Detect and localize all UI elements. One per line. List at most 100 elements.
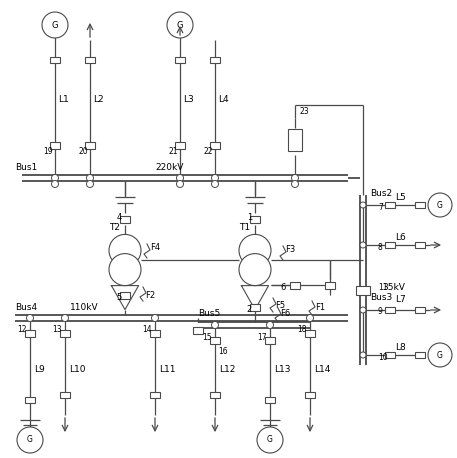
Bar	[250, 216, 260, 223]
Circle shape	[86, 180, 94, 187]
Text: L9: L9	[34, 365, 45, 375]
Text: Bus2: Bus2	[370, 189, 392, 197]
Circle shape	[428, 343, 452, 367]
Bar	[60, 392, 70, 398]
Text: L13: L13	[274, 365, 291, 375]
Circle shape	[266, 322, 273, 328]
Circle shape	[17, 427, 43, 453]
Text: 7: 7	[378, 202, 383, 212]
Text: L10: L10	[69, 365, 85, 375]
Bar	[325, 282, 335, 289]
Circle shape	[27, 315, 33, 322]
Circle shape	[212, 180, 218, 187]
Text: L12: L12	[219, 365, 235, 375]
Text: 4: 4	[117, 213, 122, 222]
Circle shape	[52, 180, 58, 187]
Bar	[85, 57, 95, 63]
Bar	[175, 142, 185, 148]
Text: L3: L3	[183, 96, 194, 104]
Text: L5: L5	[395, 192, 406, 202]
Text: 2: 2	[247, 305, 252, 315]
Text: F5: F5	[275, 300, 285, 310]
Circle shape	[52, 174, 58, 181]
Bar	[175, 57, 185, 63]
Text: 12: 12	[17, 326, 27, 334]
Text: 19: 19	[43, 147, 53, 157]
Bar	[385, 307, 395, 313]
Bar	[210, 57, 220, 63]
Circle shape	[239, 234, 271, 267]
Bar	[25, 397, 35, 403]
Bar	[415, 352, 425, 358]
Bar	[150, 329, 160, 337]
Circle shape	[360, 352, 366, 358]
Bar	[265, 337, 275, 344]
Text: F3: F3	[285, 245, 295, 255]
Circle shape	[307, 315, 314, 322]
Text: L8: L8	[395, 343, 406, 351]
Text: G: G	[177, 21, 183, 29]
Text: 35kV: 35kV	[382, 284, 405, 293]
Circle shape	[109, 234, 141, 267]
Bar	[385, 242, 395, 248]
Bar	[50, 57, 60, 63]
Text: 15: 15	[202, 333, 212, 342]
Circle shape	[212, 322, 218, 328]
Bar	[120, 216, 130, 223]
Text: L14: L14	[314, 365, 330, 375]
Circle shape	[360, 202, 366, 208]
Text: L7: L7	[395, 295, 406, 305]
Text: 22: 22	[203, 147, 213, 157]
Text: G: G	[267, 436, 273, 445]
Circle shape	[360, 242, 366, 248]
Circle shape	[212, 174, 218, 181]
Text: F4: F4	[150, 244, 160, 252]
Bar	[415, 242, 425, 248]
Text: 110kV: 110kV	[70, 302, 99, 311]
Circle shape	[109, 254, 141, 286]
Bar	[120, 291, 130, 299]
Text: 21: 21	[169, 147, 178, 157]
Circle shape	[42, 12, 68, 38]
Circle shape	[292, 174, 298, 181]
Text: 18: 18	[298, 326, 307, 334]
Circle shape	[428, 193, 452, 217]
Circle shape	[257, 427, 283, 453]
Text: G: G	[27, 436, 33, 445]
Text: T1: T1	[239, 223, 250, 231]
Text: 14: 14	[143, 326, 152, 334]
Circle shape	[176, 174, 184, 181]
Bar	[250, 304, 260, 311]
Bar	[60, 329, 70, 337]
Text: Bus5: Bus5	[198, 310, 220, 318]
Text: G: G	[437, 201, 443, 209]
Bar	[288, 129, 302, 151]
Text: Bus1: Bus1	[15, 163, 37, 171]
Text: 10: 10	[378, 353, 388, 361]
Bar	[305, 329, 315, 337]
Bar	[50, 142, 60, 148]
Bar	[265, 397, 275, 403]
Bar	[385, 202, 395, 208]
Text: L1: L1	[58, 96, 69, 104]
Text: 6: 6	[281, 284, 286, 293]
Text: 23: 23	[300, 108, 310, 116]
Text: G: G	[437, 350, 443, 360]
Circle shape	[292, 180, 298, 187]
Text: F1: F1	[315, 302, 325, 311]
Circle shape	[86, 174, 94, 181]
Text: 9: 9	[378, 307, 383, 316]
Text: 220kV: 220kV	[155, 163, 183, 171]
Text: 16: 16	[218, 348, 228, 356]
Text: 11: 11	[378, 284, 388, 293]
Bar	[193, 327, 203, 333]
Bar	[210, 392, 220, 398]
Bar	[385, 352, 395, 358]
Circle shape	[176, 180, 184, 187]
Bar	[415, 307, 425, 313]
Text: L6: L6	[395, 233, 406, 241]
Text: 8: 8	[378, 242, 383, 251]
Text: L2: L2	[93, 96, 104, 104]
Text: L11: L11	[159, 365, 175, 375]
Text: F2: F2	[145, 290, 155, 300]
